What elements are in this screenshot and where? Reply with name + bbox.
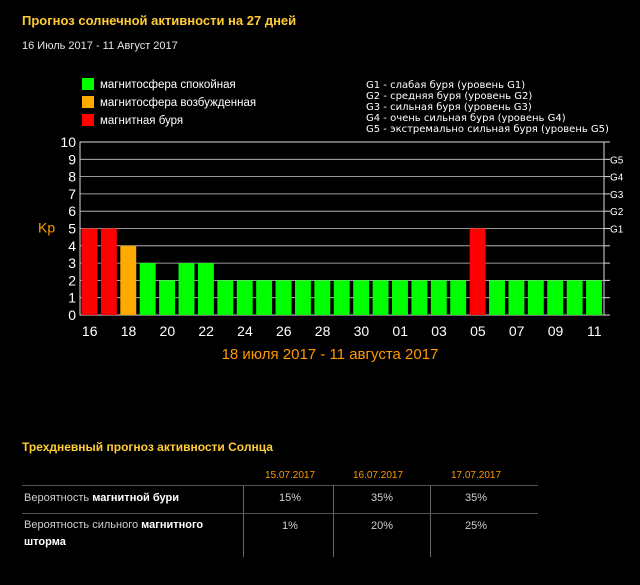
table-cell: 25% xyxy=(464,520,488,532)
bar xyxy=(450,280,467,315)
y-tick-label: 2 xyxy=(68,272,76,288)
g-level-label: G4 xyxy=(610,173,624,184)
page-title: Прогноз солнечной активности на 27 дней xyxy=(22,13,297,28)
table-cell: 35% xyxy=(370,492,394,504)
g-level-label: G5 xyxy=(610,155,624,166)
bar xyxy=(275,280,292,315)
legend-swatch xyxy=(82,96,94,108)
bar xyxy=(372,280,389,315)
y-tick-label: 9 xyxy=(68,151,76,167)
x-tick-label: 30 xyxy=(354,323,370,339)
g-scale-legend-item: G2 - средняя буря (уровень G2) xyxy=(366,91,532,102)
bar xyxy=(100,228,117,315)
g-scale-legend-item: G1 - слабая буря (уровень G1) xyxy=(366,80,525,91)
y-tick-label: 0 xyxy=(68,307,76,323)
bar xyxy=(392,280,408,315)
x-tick-label: 26 xyxy=(276,323,292,339)
legend-label: магнитная буря xyxy=(100,115,183,127)
bar xyxy=(353,280,370,315)
bar xyxy=(178,263,195,315)
table-cell: 20% xyxy=(370,520,394,532)
x-tick-label: 18 xyxy=(121,323,137,339)
x-tick-label: 07 xyxy=(509,323,525,339)
bar xyxy=(333,280,350,315)
bar xyxy=(256,280,273,315)
bar xyxy=(81,228,98,315)
table-col-divider xyxy=(243,485,244,557)
row-label-strong-storm: Вероятность сильного магнитного шторма xyxy=(24,519,204,548)
forecast-date-1: 15.07.2017 xyxy=(264,470,316,481)
forecast-date-3: 17.07.2017 xyxy=(450,470,502,481)
bar xyxy=(430,280,447,315)
legend-label: магнитосфера спокойная xyxy=(100,79,236,91)
bar xyxy=(159,280,176,315)
bar xyxy=(217,280,234,315)
bar xyxy=(120,245,137,315)
bar xyxy=(139,263,156,315)
forecast-date-2: 16.07.2017 xyxy=(352,470,404,481)
chart-legend: магнитосфера спокойная магнитосфера возбу… xyxy=(82,78,256,127)
g-scale-legend-item: G3 - сильная буря (уровень G3) xyxy=(366,102,532,113)
g-level-label: G1 xyxy=(610,225,624,236)
bar xyxy=(294,280,311,315)
y-tick-label: 6 xyxy=(68,203,76,219)
g-scale-legend-item: G5 - экстремально сильная буря (уровень … xyxy=(366,124,609,135)
bar xyxy=(508,280,525,315)
y-tick-label: 3 xyxy=(68,255,76,271)
x-tick-label: 28 xyxy=(315,323,331,339)
bar xyxy=(489,280,505,315)
table-col-divider xyxy=(430,485,431,557)
bar xyxy=(547,280,564,315)
x-tick-label: 20 xyxy=(160,323,176,339)
row-label-storm: Вероятность магнитной бури xyxy=(24,492,179,504)
g-scale-legend: G1 - слабая буря (уровень G1)G2 - средня… xyxy=(366,80,609,135)
y-tick-label: 5 xyxy=(68,221,76,237)
forecast-title: Трехдневный прогноз активности Солнца xyxy=(22,440,273,454)
bar xyxy=(236,280,253,315)
bar xyxy=(469,228,486,315)
table-divider xyxy=(22,513,538,514)
y-tick-label: 8 xyxy=(68,169,76,185)
bar xyxy=(314,280,331,315)
bar xyxy=(197,263,214,315)
g-scale-legend-item: G4 - очень сильная буря (уровень G4) xyxy=(366,113,566,124)
legend-swatch xyxy=(82,78,94,90)
x-tick-label: 11 xyxy=(587,323,602,339)
g-level-label: G3 xyxy=(610,190,624,201)
y-tick-label: 1 xyxy=(68,290,76,306)
x-axis-label: 18 июля 2017 - 11 августа 2017 xyxy=(222,346,439,363)
kp-chart: магнитосфера спокойная магнитосфера возбу… xyxy=(38,78,624,363)
y-tick-label: 7 xyxy=(68,186,76,202)
bar xyxy=(566,280,583,315)
x-tick-label: 24 xyxy=(237,323,253,339)
date-range: 16 Июль 2017 - 11 Август 2017 xyxy=(22,40,178,52)
g-level-label: G2 xyxy=(610,207,624,218)
table-col-divider xyxy=(333,485,334,557)
legend-swatch xyxy=(82,114,94,126)
x-tick-label: 09 xyxy=(548,323,564,339)
bar xyxy=(411,280,428,315)
bar xyxy=(586,280,602,315)
x-tick-label: 01 xyxy=(392,323,408,339)
table-cell: 15% xyxy=(278,492,302,504)
x-tick-label: 03 xyxy=(431,323,447,339)
table-cell: 1% xyxy=(282,520,298,532)
x-tick-label: 16 xyxy=(82,323,98,339)
y-tick-label: 4 xyxy=(68,238,76,254)
bar xyxy=(527,280,544,315)
y-tick-label: 10 xyxy=(60,134,76,150)
table-cell: 35% xyxy=(464,492,488,504)
legend-label: магнитосфера возбужденная xyxy=(100,97,256,109)
table-divider-top xyxy=(22,485,538,486)
x-tick-label: 22 xyxy=(198,323,214,339)
y-axis-label: Kp xyxy=(38,220,55,236)
x-tick-label: 05 xyxy=(470,323,486,339)
